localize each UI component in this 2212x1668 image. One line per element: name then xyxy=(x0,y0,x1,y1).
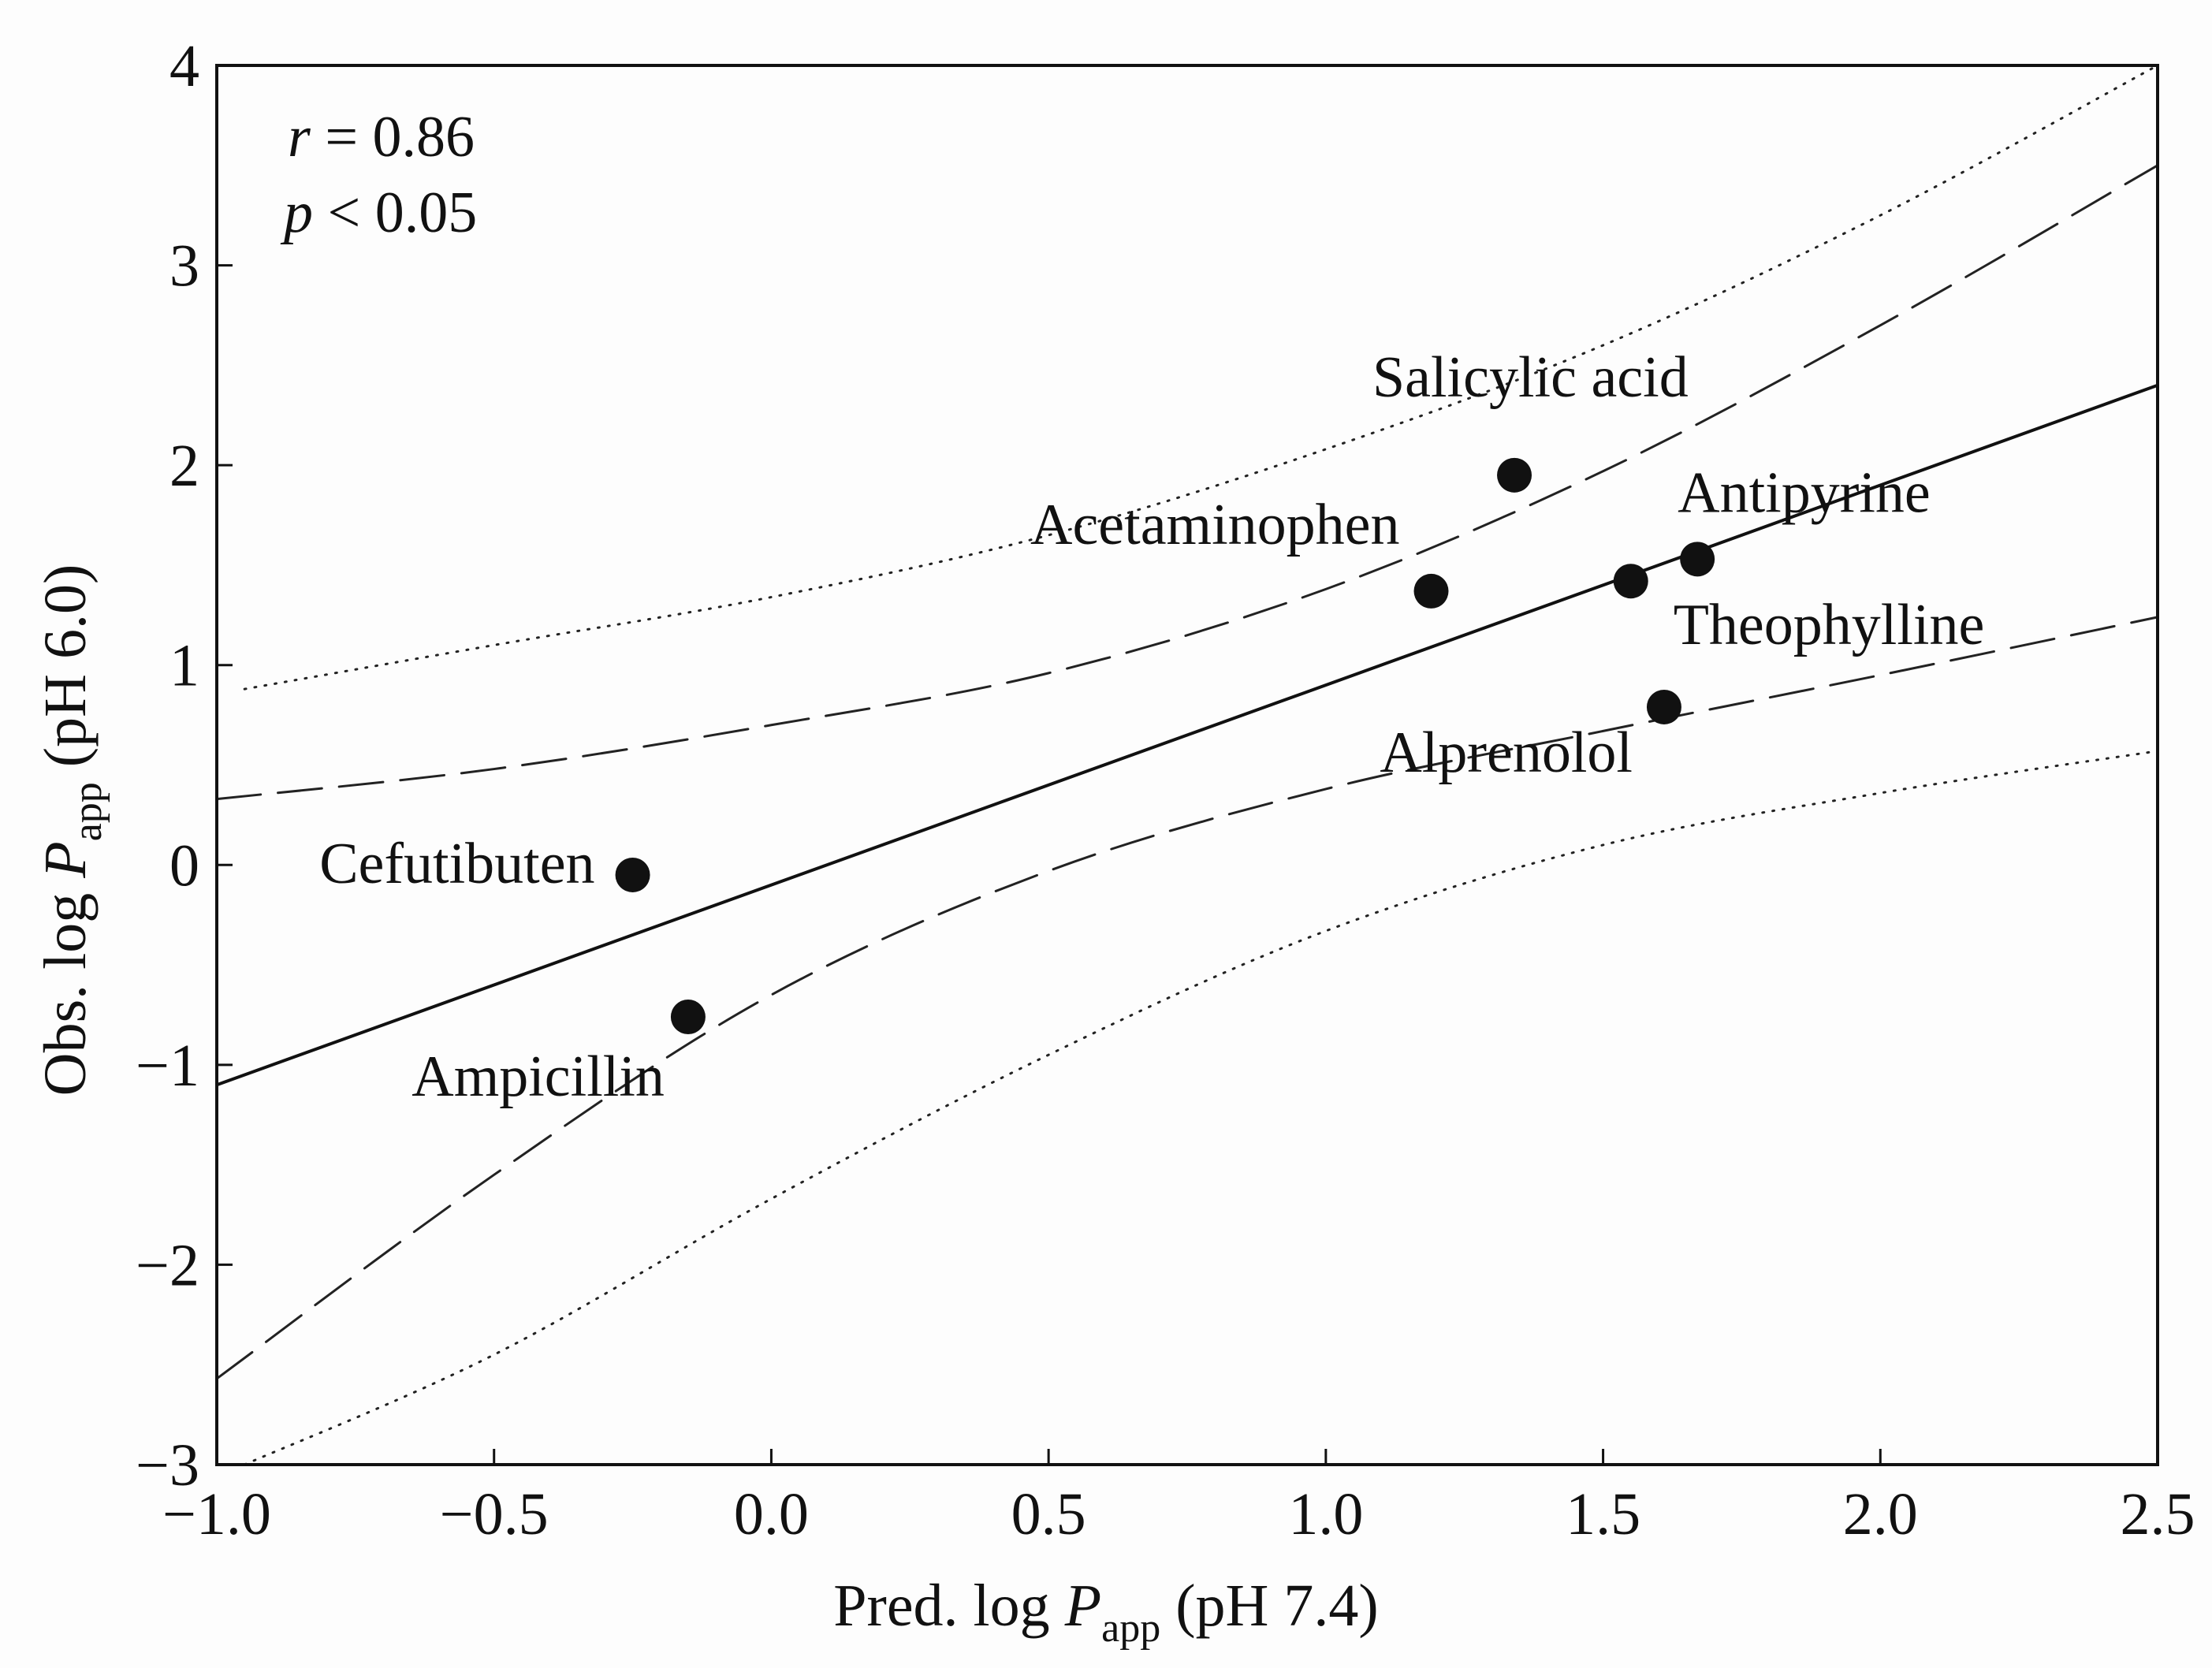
point-label: Ampicillin xyxy=(411,1044,665,1109)
point-label: Acetaminophen xyxy=(1030,493,1400,557)
point-label: Cefutibuten xyxy=(319,832,594,896)
interval-bands xyxy=(215,64,2159,1466)
axis-ticks: −1.0 −0.5 0.0 0.5 1.0 1.5 2.0 2.5 −3 −2 −1 0 1 2 3 4 xyxy=(136,33,2195,1547)
data-point xyxy=(1613,564,1648,599)
point-label: Salicylic acid xyxy=(1372,345,1689,410)
x-axis-title: Pred. log Papp (pH 7.4) xyxy=(833,1573,1378,1651)
y-axis-title: Obs. log Papp (pH 6.0) xyxy=(32,564,110,1096)
regression-line xyxy=(216,383,2158,1087)
confidence-band-upper xyxy=(215,164,2159,801)
data-point xyxy=(1413,573,1449,609)
data-point xyxy=(1680,542,1715,577)
stat-r-var: r xyxy=(288,105,311,169)
regression-line-group xyxy=(216,383,2158,1087)
x-axis-title-prefix: Pred. log xyxy=(833,1573,1064,1639)
data-point xyxy=(1646,689,1681,724)
y-axis-title-suffix: (pH 6.0) xyxy=(32,564,99,783)
x-tick-label: 0.0 xyxy=(734,1481,809,1547)
y-tick-label: 3 xyxy=(169,233,199,300)
x-tick-label: 2.0 xyxy=(1843,1481,1918,1547)
x-tick-label: 1.0 xyxy=(1288,1481,1363,1547)
y-tick-label: −3 xyxy=(136,1432,199,1499)
confidence-band-lower xyxy=(215,616,2159,1380)
y-tick-label: 0 xyxy=(169,832,199,899)
y-tick-label: 1 xyxy=(169,633,199,699)
point-label: Alprenolol xyxy=(1380,720,1633,785)
stat-r: r = 0.86 xyxy=(288,105,475,169)
x-axis-title-sub: app xyxy=(1101,1606,1160,1651)
point-label: Antipyrine xyxy=(1678,460,1931,525)
stat-p: p < 0.05 xyxy=(280,181,477,245)
x-tick-label: 1.5 xyxy=(1566,1481,1640,1547)
y-tick-label: 2 xyxy=(169,433,199,499)
stat-p-value: < 0.05 xyxy=(313,181,477,245)
stat-r-value: = 0.86 xyxy=(311,105,475,169)
point-label: Theophylline xyxy=(1674,593,1985,657)
y-axis-title-var: P xyxy=(32,841,99,878)
x-tick-label: 2.5 xyxy=(2121,1481,2195,1547)
data-points: Cefutibuten Ampicillin Acetaminophen Salicy… xyxy=(319,345,1984,1109)
y-tick-label: 4 xyxy=(169,33,199,99)
x-axis-title-suffix: (pH 7.4) xyxy=(1160,1573,1379,1639)
plot-frame xyxy=(215,64,2159,1466)
y-tick-label: −1 xyxy=(136,1033,199,1099)
data-point xyxy=(670,1000,706,1034)
stat-p-var: p xyxy=(280,181,313,245)
y-axis-title-prefix: Obs. log xyxy=(32,878,99,1096)
prediction-band-upper xyxy=(243,64,2159,691)
data-point xyxy=(1497,457,1532,493)
x-tick-label: 0.5 xyxy=(1011,1481,1086,1547)
data-point xyxy=(615,857,650,892)
x-tick-label: −1.0 xyxy=(162,1481,271,1547)
y-tick-label: −2 xyxy=(136,1232,199,1298)
y-axis-title-sub: app xyxy=(65,782,110,841)
x-tick-label: −0.5 xyxy=(440,1481,549,1547)
x-axis-title-var: P xyxy=(1064,1573,1101,1639)
